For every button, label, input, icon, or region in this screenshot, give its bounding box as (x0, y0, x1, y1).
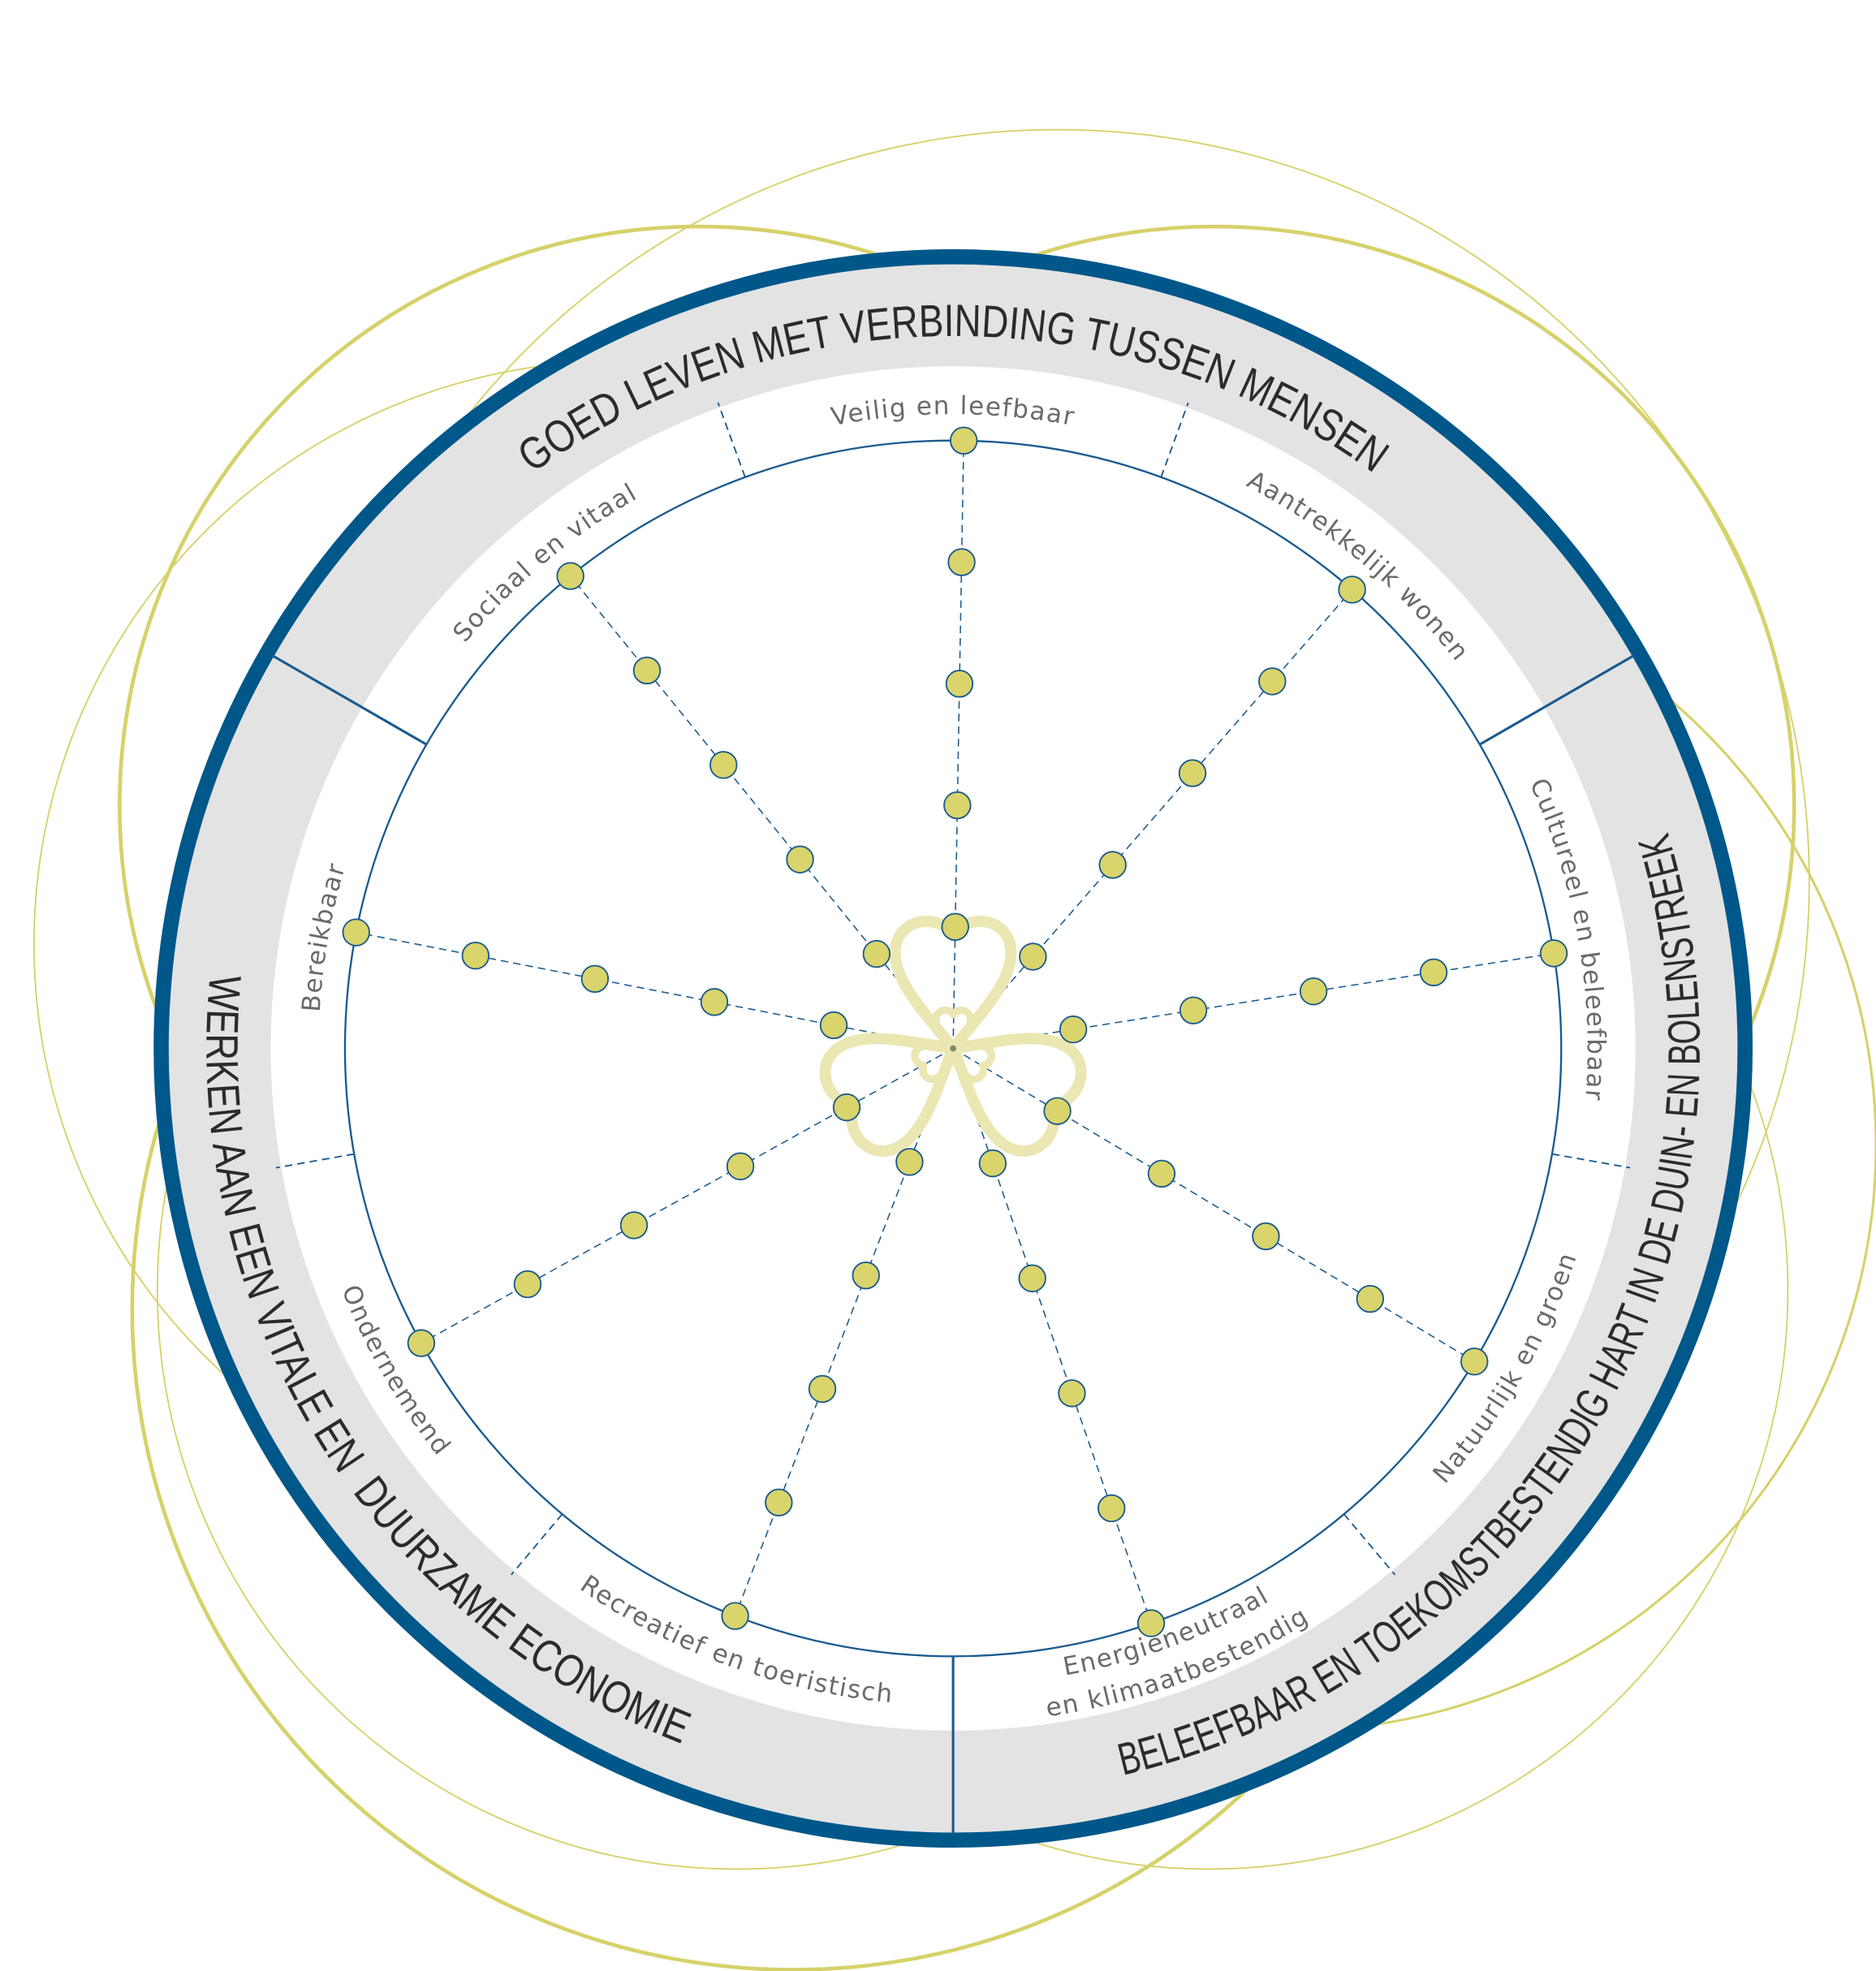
sector-divider-dashed (1551, 1153, 1631, 1169)
spoke-dot (1147, 1159, 1176, 1188)
spoke-dot (1018, 1264, 1046, 1292)
outer-ring (153, 248, 1753, 1848)
trefoil-leaf (932, 1006, 975, 1053)
spoke-line (952, 440, 964, 1049)
spoke-dot (1059, 1015, 1088, 1044)
spoke-dot (700, 988, 729, 1016)
spoke-dot (1419, 958, 1448, 987)
spoke-line (952, 589, 1353, 1050)
spoke-dot (1258, 667, 1287, 696)
sector-divider-dashed (1343, 1513, 1396, 1576)
center-mark (950, 1045, 956, 1052)
spoke-dot (947, 548, 976, 576)
sector-divider-dashed (1160, 402, 1189, 478)
spoke-dot (949, 426, 978, 455)
spoke-line (952, 952, 1555, 1050)
spoke-dot (978, 1149, 1007, 1178)
spoke-dot (1178, 759, 1207, 787)
spoke-dot (832, 1093, 861, 1122)
trefoil-leaf (911, 1042, 957, 1084)
spoke-dot (945, 670, 974, 698)
spoke-dot (619, 1211, 649, 1240)
sector-divider-dashed (511, 1513, 563, 1576)
spoke-dot (1356, 1284, 1385, 1313)
spoke-dots (342, 426, 1568, 1637)
theme-divider (1479, 653, 1636, 746)
spoke-dot (342, 918, 370, 947)
spoke-dot (1098, 1494, 1126, 1523)
trefoil-leaf (949, 1042, 996, 1084)
spoke-dot (1043, 1097, 1072, 1125)
spoke-line (952, 1047, 1475, 1362)
spoke-line (734, 1048, 954, 1616)
spoke-dot (819, 1011, 848, 1040)
spoke-dot (1338, 576, 1366, 604)
spoke-dot (556, 562, 584, 590)
spoke-dot (852, 1261, 880, 1290)
spoke-dot (513, 1270, 542, 1299)
spoke-dot (941, 912, 969, 941)
spoke-dot (765, 1488, 793, 1517)
spoke-dot (862, 939, 891, 968)
spoke-line (570, 576, 954, 1050)
spoke-dot (407, 1329, 436, 1357)
spoke-dot (1058, 1379, 1086, 1408)
spoke-dot (1179, 996, 1208, 1024)
spoke-dot (721, 1602, 749, 1630)
spoke-dot (1299, 977, 1328, 1006)
theme-divider (270, 653, 428, 746)
spokes (356, 440, 1555, 1624)
spoke-dot (786, 845, 814, 873)
sector-dividers (270, 402, 1636, 1835)
spoke-dot (1098, 851, 1127, 879)
spoke-dot (943, 791, 972, 820)
spoke-dot (632, 656, 662, 685)
spoke-dot (1252, 1222, 1280, 1251)
spoke-line (356, 931, 954, 1050)
spoke-dot (808, 1374, 837, 1404)
spoke-line (420, 1047, 954, 1344)
sector-divider-dashed (275, 1153, 355, 1169)
spoke-dot (461, 942, 490, 970)
sector-divider-dashed (717, 402, 746, 478)
spoke-dot (709, 751, 738, 779)
spoke-dot (895, 1148, 924, 1176)
spoke-dot (1539, 939, 1568, 968)
spoke-dot (1136, 1609, 1166, 1637)
spoke-dot (580, 964, 610, 993)
spoke-line (952, 1048, 1152, 1624)
spoke-dot (726, 1152, 755, 1180)
spoke-dot (1019, 942, 1047, 971)
spoke-dot (1460, 1348, 1489, 1376)
